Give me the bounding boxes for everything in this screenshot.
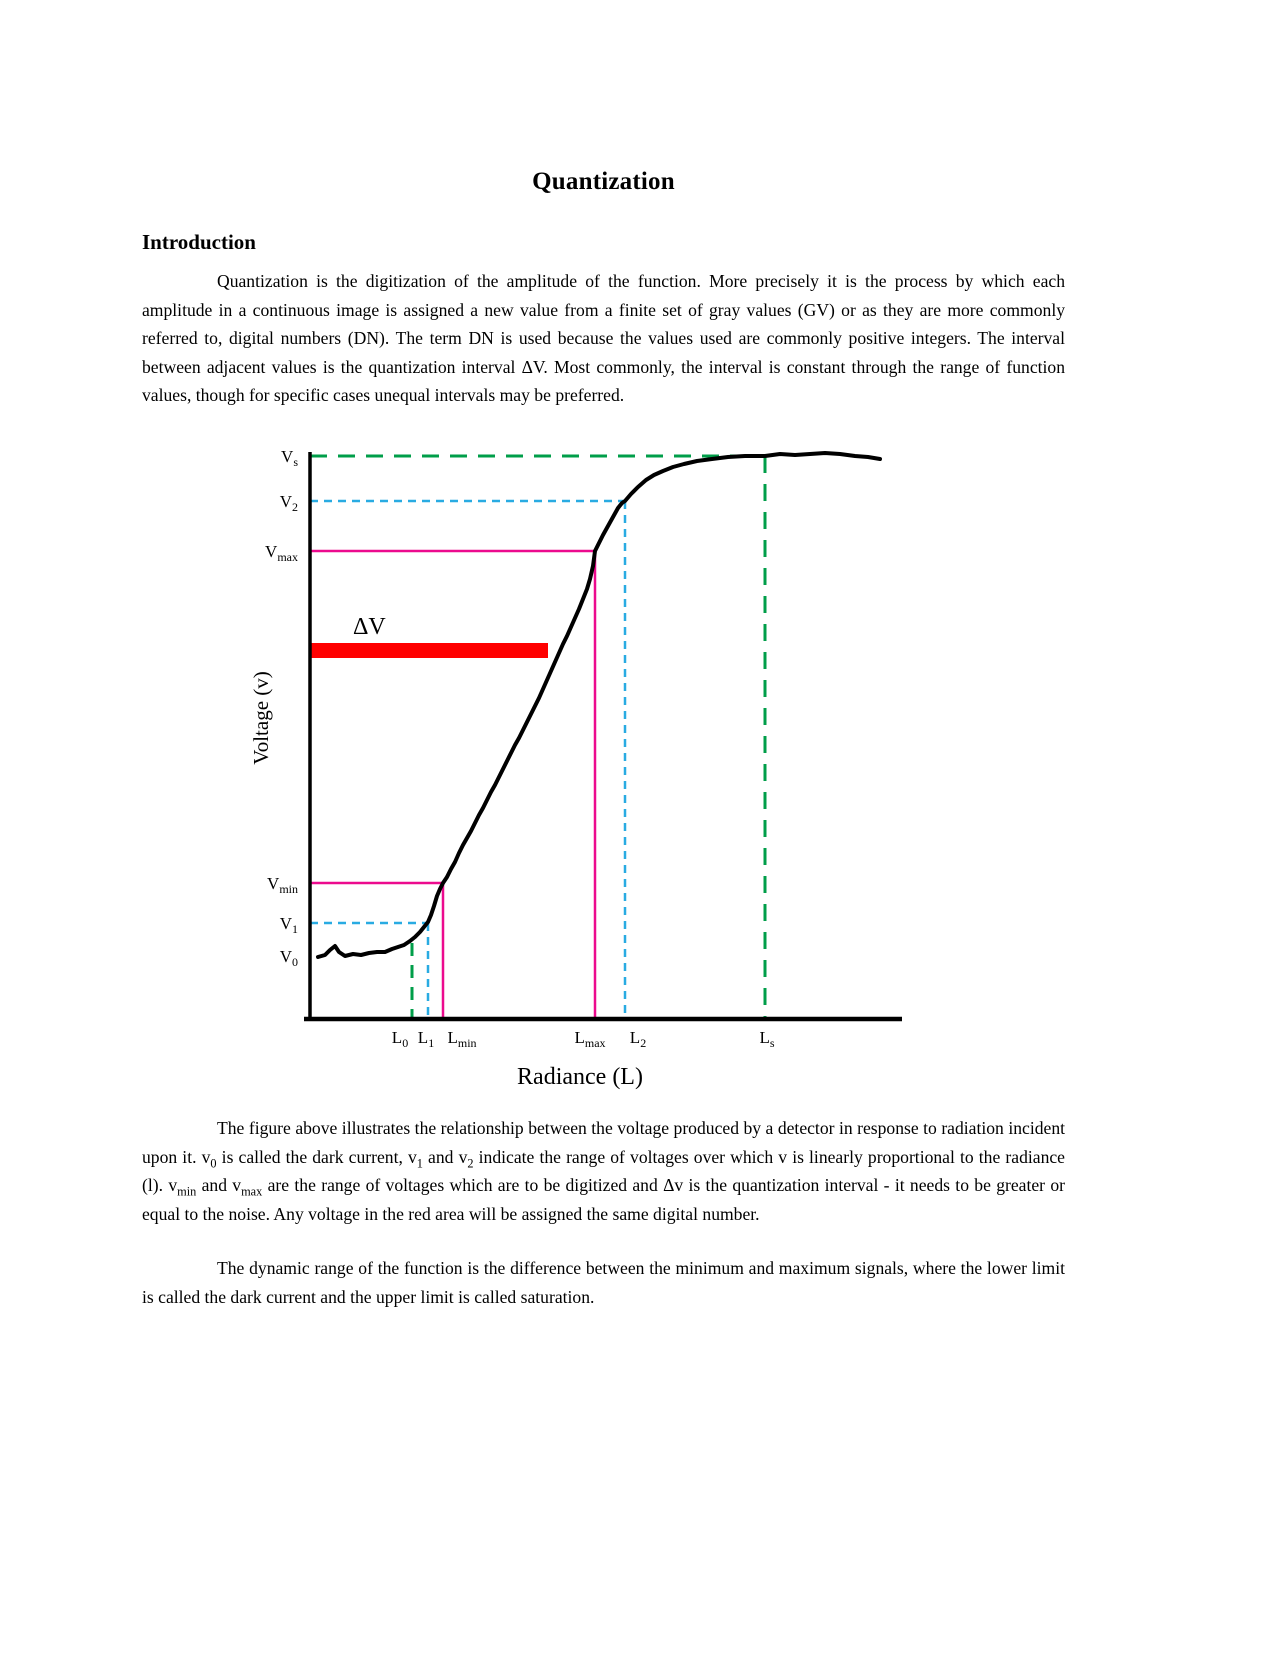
x-axis-title: Radiance (L) [517, 1064, 643, 1090]
quantization-figure: Vs V2 Vmax Vmin V1 V0 L0 L1 Lmin Lmax L2 Ls ΔV Radian… [249, 446, 910, 1098]
subscript: max [241, 1184, 263, 1199]
x-tick-label-l0: L0 [392, 1028, 408, 1050]
x-tick-label-lmin: Lmin [447, 1028, 476, 1050]
document-content: Quantization Introduction Quantization i… [142, 168, 1066, 1307]
x-tick-label-l2: L2 [630, 1028, 646, 1050]
y-tick-label-vmin: Vmin [267, 874, 298, 896]
subscript: 2 [467, 1156, 474, 1171]
subscript: min [177, 1184, 197, 1199]
y-tick-label-v2: V2 [280, 492, 298, 514]
intro-paragraph: Quantization is the digitization of the … [142, 271, 1065, 406]
section-heading-introduction: Introduction [142, 230, 256, 254]
delta-v-band [310, 642, 548, 658]
figure-description-paragraph: The figure above illustrates the relatio… [142, 1117, 1066, 1224]
x-tick-label-l1: L1 [418, 1028, 434, 1050]
detector-response-curve [316, 450, 882, 959]
y-tick-label-v0: V0 [280, 947, 298, 969]
y-tick-label-vs: Vs [281, 447, 298, 469]
subscript: 1 [416, 1156, 423, 1171]
y-tick-label-vmax: Vmax [265, 542, 298, 564]
page-title: Quantization [532, 168, 675, 195]
dynamic-range-paragraph: The dynamic range of the function is the… [142, 1258, 1065, 1307]
y-axis-title: Voltage (v) [250, 671, 273, 765]
x-tick-label-ls: Ls [759, 1028, 774, 1050]
delta-v-annotation: ΔV [353, 614, 386, 640]
x-tick-label-lmax: Lmax [574, 1028, 605, 1050]
y-tick-label-v1: V1 [280, 914, 298, 936]
subscript: 0 [210, 1156, 217, 1171]
quantization-chart: Vs V2 Vmax Vmin V1 V0 L0 L1 Lmin Lmax L2 Ls ΔV Radian… [249, 447, 902, 1090]
